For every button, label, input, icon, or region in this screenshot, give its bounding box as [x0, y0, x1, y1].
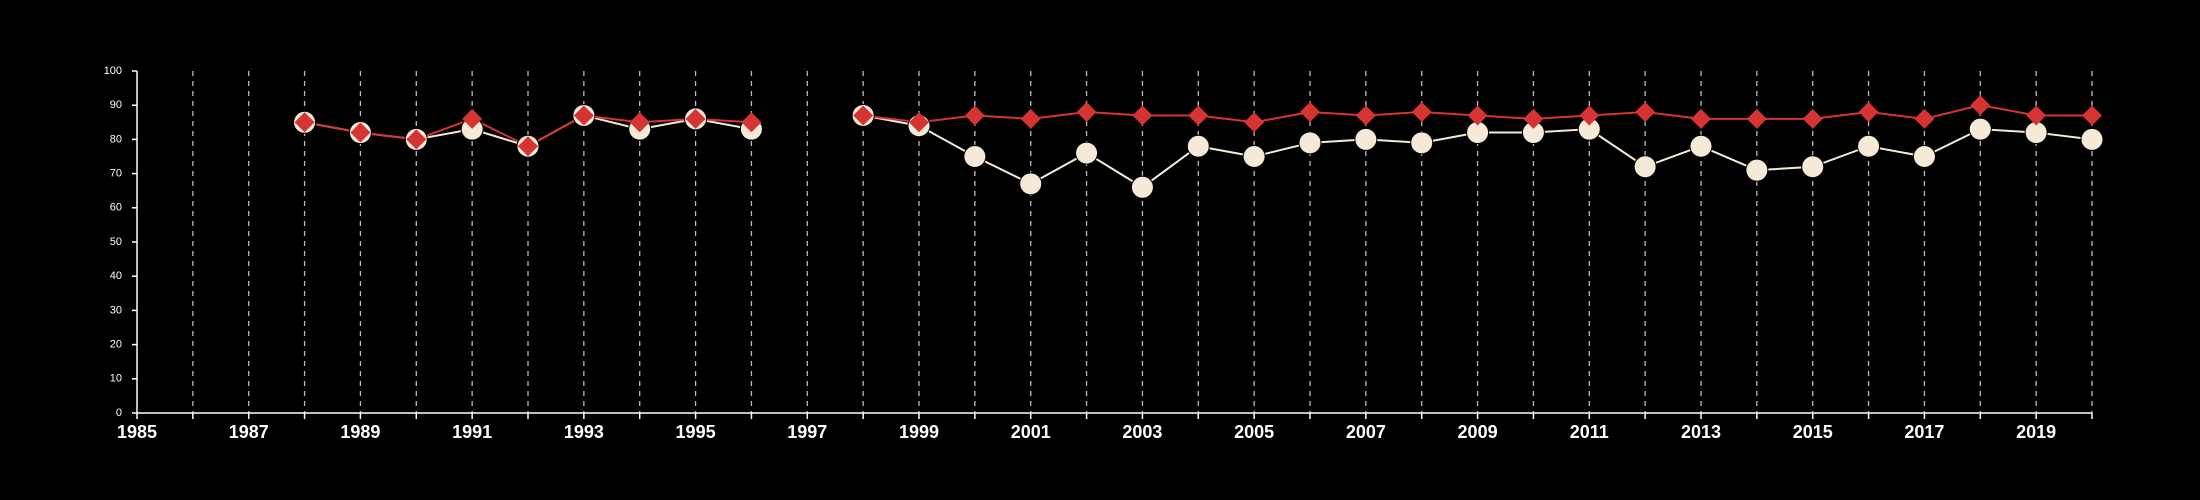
diamond-point: [518, 136, 538, 157]
diamond-point: [685, 108, 706, 129]
x-tick-label: 1995: [676, 422, 716, 442]
y-tick-label: 90: [110, 99, 122, 111]
diamond-point: [294, 112, 315, 133]
circle-point: [1689, 134, 1713, 158]
diamond-point: [1411, 102, 1432, 123]
diamond-point: [1355, 105, 1376, 126]
diamond-point: [1970, 95, 1991, 116]
diamond-point: [1802, 108, 1823, 129]
y-tick-label: 30: [110, 304, 122, 316]
y-tick-label: 100: [104, 65, 122, 77]
y-tick-label: 0: [116, 407, 122, 419]
x-tick-label: 2001: [1011, 422, 1051, 442]
x-tick-label: 2015: [1793, 422, 1833, 442]
diamond-point: [1300, 102, 1320, 123]
x-tick-label: 1997: [787, 422, 827, 442]
y-tick-label: 60: [110, 202, 122, 214]
diamond-point: [1244, 112, 1265, 133]
diamond-point: [1746, 108, 1767, 129]
diamond-point: [1523, 108, 1544, 129]
x-tick-label: 2005: [1234, 422, 1274, 442]
diamond-point: [406, 129, 427, 150]
diamond-point: [1858, 102, 1879, 123]
y-tick-label: 20: [110, 339, 122, 351]
circle-point: [1801, 155, 1825, 179]
circle-point: [963, 145, 987, 168]
x-tick-label: 1999: [899, 422, 939, 442]
x-tick-label: 1993: [564, 422, 604, 442]
x-tick-label: 2011: [1570, 422, 1609, 442]
x-tick-label: 2007: [1346, 422, 1386, 442]
diamond-point: [741, 112, 762, 133]
y-tick-label: 70: [110, 168, 122, 180]
diamond-point: [1020, 108, 1041, 129]
diamond-point: [1188, 105, 1209, 126]
x-tick-label: 1987: [229, 422, 269, 442]
circle-point: [1298, 131, 1322, 155]
vertical-gridlines: [192, 71, 2093, 413]
y-tick-label: 80: [110, 133, 122, 145]
circle-point: [1186, 134, 1210, 158]
diamond-point: [2082, 105, 2102, 126]
circle-point: [1130, 175, 1154, 199]
diamond-point: [1635, 102, 1656, 123]
data-series: [293, 95, 2104, 199]
x-tick-label: 2017: [1904, 422, 1944, 442]
y-tick-label: 40: [110, 270, 122, 282]
circle-point: [1019, 172, 1043, 196]
x-tick-label: 2019: [2016, 422, 2056, 442]
circle-point: [1968, 117, 1992, 141]
circle-point: [1075, 141, 1099, 165]
diamond-point: [1076, 102, 1097, 123]
diamond-point: [1691, 108, 1711, 129]
circle-point: [1857, 134, 1881, 158]
diamond-point: [462, 108, 483, 129]
y-tick-label: 10: [110, 373, 122, 385]
x-tick-label: 1985: [117, 422, 157, 442]
y-tick-label: 50: [110, 236, 122, 248]
diamond-point: [629, 112, 650, 133]
x-tick-label: 1991: [452, 422, 492, 442]
circle-point: [1633, 155, 1657, 179]
circle-point: [1912, 145, 1936, 168]
x-tick-label: 2003: [1122, 422, 1162, 442]
x-tick-label: 2009: [1458, 422, 1498, 442]
diamond-point: [2026, 105, 2047, 126]
circle-point: [1410, 131, 1434, 155]
diamond-point: [1579, 105, 1600, 126]
circle-point: [2080, 127, 2104, 151]
diamond-point: [573, 105, 594, 126]
diamond-point: [1914, 108, 1935, 129]
x-tick-label: 2013: [1681, 422, 1721, 442]
diamond-point: [909, 112, 929, 133]
diamond-point: [853, 105, 874, 126]
axes: 0 10 20 30 40 50 60 70 80 90 100 1985 1987 1989 1991 19…: [104, 65, 2093, 442]
diamond-point: [1467, 105, 1488, 126]
diamond-point: [350, 122, 371, 143]
circle-point: [1242, 145, 1266, 168]
diamond-point: [964, 105, 985, 126]
diamond-point: [1132, 105, 1153, 126]
circle-point: [1745, 158, 1769, 182]
circle-point: [1354, 127, 1378, 151]
x-tick-label: 1989: [340, 422, 380, 442]
